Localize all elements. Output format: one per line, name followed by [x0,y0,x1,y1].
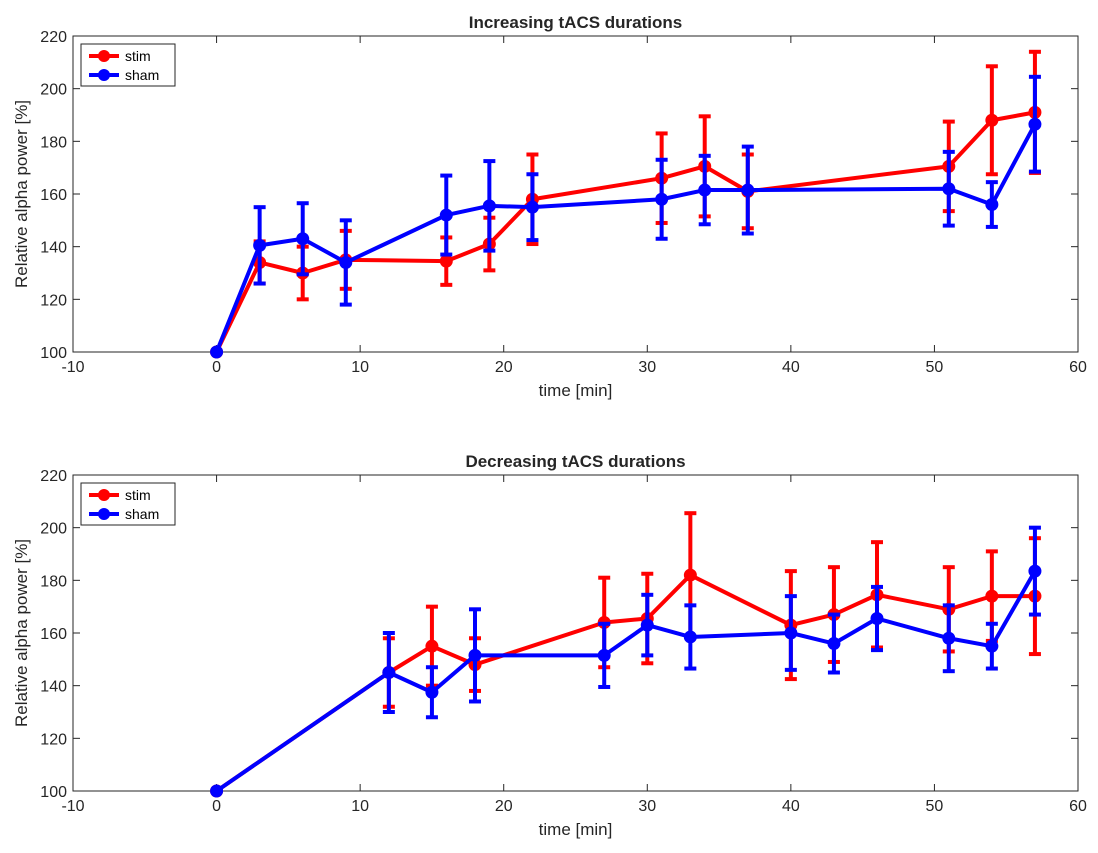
chart-title: Increasing tACS durations [469,13,682,32]
data-point [698,183,712,197]
legend-label: stim [125,487,151,503]
x-tick-label: -10 [61,798,84,815]
y-tick-label: 160 [40,187,67,204]
data-point [655,192,669,206]
legend-marker [98,489,110,501]
y-tick-label: 200 [40,521,67,538]
data-point [870,612,884,626]
data-point [985,198,999,212]
legend: stim sham [80,43,176,87]
data-point [468,648,482,662]
data-point [741,183,755,197]
x-tick-label: 20 [495,359,513,376]
chart-panel-1: -10 0 10 20 30 40 50 60 100 120 140 160 180 200 220 Inc… [12,13,1087,400]
y-tick-label: 180 [40,573,67,590]
y-axis-label: Relative alpha power [%] [12,539,31,727]
y-tick-label: 200 [40,82,67,99]
legend-label: sham [125,67,159,83]
legend-box [80,482,176,526]
data-point [296,232,310,246]
data-point [253,238,267,252]
data-point [382,666,396,679]
x-tick-label: 60 [1069,798,1087,815]
data-point [827,637,841,651]
legend-item-stim: stim [89,487,151,503]
x-tick-label: 60 [1069,359,1087,376]
legend-marker [98,50,110,62]
data-point [210,345,224,359]
x-tick-label: 30 [638,798,656,815]
y-tick-label: 160 [40,626,67,643]
data-point [1028,117,1042,131]
series-sham [210,525,1042,798]
y-tick-label: 140 [40,679,67,696]
x-tick-label: 50 [926,359,944,376]
data-point [339,255,353,269]
x-tick-label: 0 [212,359,221,376]
legend-item-sham: sham [89,67,159,83]
y-tick-label: 120 [40,731,67,748]
legend-box [80,43,176,87]
data-point [985,113,999,127]
data-point [525,200,539,214]
data-point [439,254,453,268]
y-tick-label: 100 [40,784,67,801]
data-point [425,639,439,653]
x-tick-label: 40 [782,359,800,376]
data-point [210,784,224,798]
x-tick-label: -10 [61,359,84,376]
y-tick-label: 120 [40,292,67,309]
x-tick-label: 50 [926,798,944,815]
data-point [683,630,697,644]
y-tick-label: 100 [40,345,67,362]
chart-title: Decreasing tACS durations [465,452,685,471]
series-sham [210,74,1042,359]
data-point [1028,564,1042,578]
x-axis-label: time [min] [539,381,613,400]
y-tick-label: 140 [40,240,67,257]
x-tick-label: 20 [495,798,513,815]
legend: stim sham [80,482,176,526]
data-point [640,618,654,632]
x-tick-label: 10 [351,798,369,815]
x-tick-label: 10 [351,359,369,376]
legend-item-stim: stim [89,48,151,64]
legend-label: sham [125,506,159,522]
data-point [985,639,999,653]
chart-panel-2: -10 0 10 20 30 40 50 60 100 120 140 160 180 200 220 Dec… [12,452,1087,839]
data-point [985,589,999,603]
data-point [597,648,611,662]
data-point [683,568,697,582]
x-tick-label: 40 [782,798,800,815]
data-point [942,631,956,645]
data-point [942,182,956,196]
data-point [482,199,496,213]
data-point [784,626,798,640]
legend-label: stim [125,48,151,64]
x-tick-label: 0 [212,798,221,815]
y-tick-label: 220 [40,468,67,485]
legend-marker [98,69,110,81]
data-point [439,208,453,222]
legend-marker [98,508,110,520]
y-axis-label: Relative alpha power [%] [12,100,31,288]
y-tick-label: 180 [40,134,67,151]
legend-item-sham: sham [89,506,159,522]
x-axis-label: time [min] [539,820,613,839]
x-tick-label: 30 [638,359,656,376]
data-point [425,685,439,699]
y-tick-label: 220 [40,29,67,46]
